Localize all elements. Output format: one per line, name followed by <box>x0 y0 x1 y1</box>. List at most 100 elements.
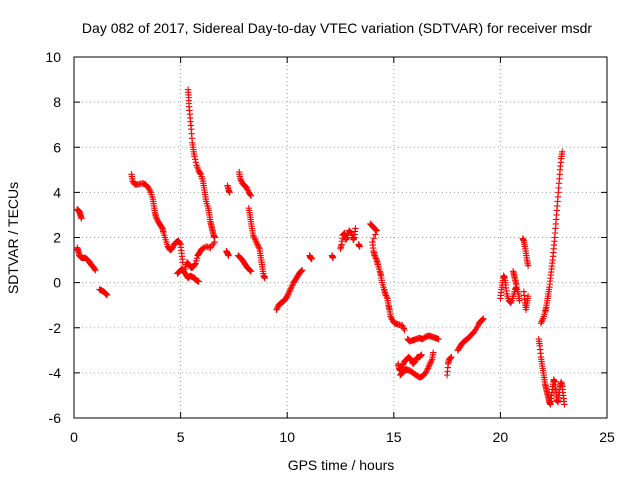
data-point <box>479 316 486 323</box>
data-point <box>480 315 487 322</box>
data-point <box>91 265 98 273</box>
x-tick-label: 5 <box>177 429 185 445</box>
axis-ticks: 0 5 10 15 20 25 -6 -4 -2 0 2 4 6 8 10 <box>45 49 615 445</box>
data-point <box>352 225 359 232</box>
data-point <box>411 358 419 365</box>
data-point <box>340 230 348 237</box>
data-point <box>559 148 566 155</box>
data-point <box>356 243 363 250</box>
data-point <box>153 215 160 222</box>
data-point <box>329 254 337 262</box>
data-point <box>191 156 199 163</box>
data-point <box>247 192 255 199</box>
data-point <box>246 266 253 274</box>
data-point <box>200 244 207 252</box>
data-point <box>447 354 454 362</box>
data-point <box>198 245 206 252</box>
data-point <box>274 304 281 312</box>
data-point <box>399 322 406 329</box>
data-point <box>435 335 442 343</box>
data-point <box>347 229 354 236</box>
data-point <box>192 159 200 166</box>
data-point <box>298 267 306 274</box>
data-point <box>308 255 315 263</box>
y-tick-label: 2 <box>53 230 61 246</box>
y-tick-label: 4 <box>53 184 61 200</box>
data-point <box>427 359 434 366</box>
data-point <box>298 267 305 275</box>
data-point <box>191 153 198 160</box>
data-point <box>253 239 260 246</box>
data-point <box>261 274 269 282</box>
data-point <box>372 226 380 234</box>
data-point <box>284 291 292 298</box>
data-point <box>191 261 199 268</box>
y-tick-label: 0 <box>53 275 61 291</box>
data-point <box>417 352 425 359</box>
data-point <box>516 297 523 304</box>
data-point <box>473 324 481 331</box>
data-point <box>146 186 153 193</box>
data-point <box>247 268 255 275</box>
data-point <box>237 177 245 184</box>
data-point <box>524 262 532 269</box>
data-point <box>168 245 176 252</box>
data-point <box>424 366 431 374</box>
data-point <box>537 320 545 327</box>
y-tick-label: -4 <box>49 365 62 381</box>
x-axis-label: GPS time / hours <box>288 457 395 473</box>
data-point <box>428 357 435 365</box>
data-point <box>372 255 380 262</box>
data-point <box>507 298 514 306</box>
data-point <box>252 236 259 243</box>
data-point <box>422 369 429 377</box>
data-point <box>255 244 262 251</box>
data-point <box>287 285 294 292</box>
data-point <box>448 353 455 361</box>
data-point <box>371 252 378 259</box>
data-point <box>399 362 406 370</box>
data-point <box>425 363 432 371</box>
data-point <box>418 351 425 359</box>
data-point <box>284 292 291 300</box>
data-point <box>373 227 380 234</box>
x-tick-label: 20 <box>493 429 509 445</box>
y-tick-label: -2 <box>49 320 62 336</box>
x-tick-label: 0 <box>70 429 78 445</box>
x-tick-label: 10 <box>279 429 295 445</box>
data-point <box>387 313 394 320</box>
y-tick-label: 6 <box>53 139 61 155</box>
y-axis-label: SDTVAR / TECUs <box>5 182 21 294</box>
data-point <box>288 283 295 291</box>
data-point <box>407 356 415 363</box>
data-point <box>285 289 292 297</box>
data-point <box>383 293 390 301</box>
data-point <box>244 186 251 193</box>
data-point <box>524 292 532 300</box>
data-point <box>372 231 379 238</box>
data-point <box>169 244 176 251</box>
data-point <box>416 353 424 360</box>
data-point <box>372 253 379 261</box>
data-point <box>247 267 254 274</box>
data-point <box>398 364 405 371</box>
data-point <box>252 238 260 245</box>
data-point <box>370 235 378 242</box>
data-point <box>399 361 407 368</box>
data-point <box>243 184 250 192</box>
data-point <box>249 232 257 239</box>
data-point <box>430 349 437 356</box>
y-tick-label: 8 <box>53 94 61 110</box>
data-point <box>539 317 546 324</box>
data-point <box>426 362 433 369</box>
chart-title: Day 082 of 2017, Sidereal Day-to-day VTE… <box>82 20 592 36</box>
data-point <box>426 360 434 368</box>
data-point <box>226 189 233 196</box>
plot-frame <box>73 56 608 419</box>
data-point <box>382 292 390 299</box>
data-point <box>145 184 152 192</box>
data-point <box>474 323 481 330</box>
data-point <box>78 215 85 222</box>
data-point <box>211 234 218 241</box>
